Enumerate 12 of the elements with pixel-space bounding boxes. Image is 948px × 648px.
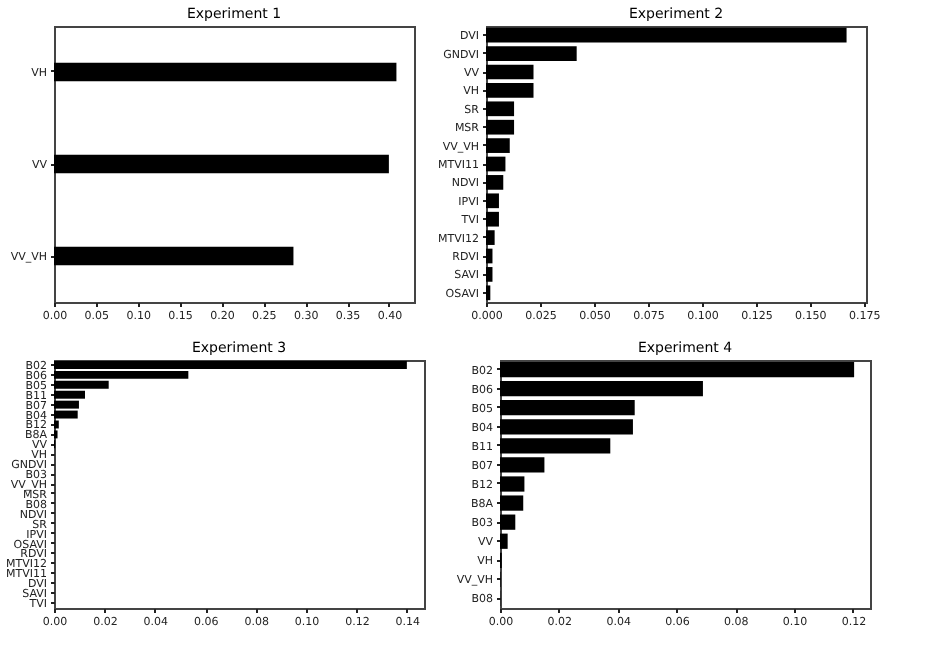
bar bbox=[500, 533, 508, 549]
bar bbox=[54, 62, 397, 82]
bar bbox=[54, 246, 294, 266]
bar bbox=[486, 64, 534, 80]
bar bbox=[500, 514, 516, 530]
bar bbox=[500, 361, 855, 378]
bar bbox=[500, 380, 703, 397]
bar bbox=[486, 156, 506, 172]
bar bbox=[500, 419, 633, 435]
bar bbox=[500, 438, 611, 454]
bar bbox=[500, 400, 635, 416]
bar bbox=[54, 154, 389, 174]
